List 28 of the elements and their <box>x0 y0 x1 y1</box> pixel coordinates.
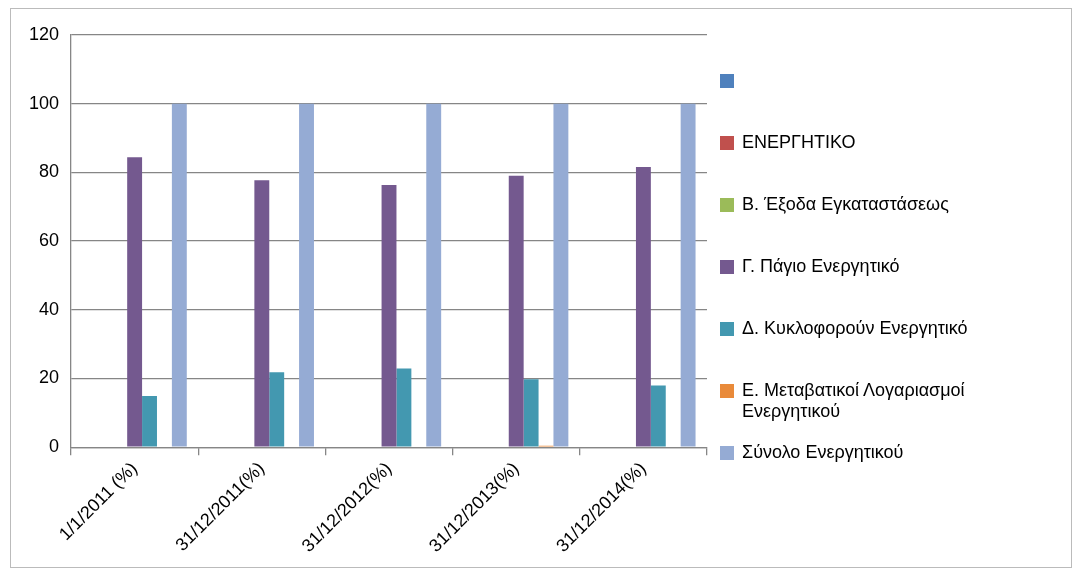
legend-label: Γ. Πάγιο Ενεργητικό <box>742 256 900 277</box>
bar <box>650 385 666 447</box>
legend-label: Σύνολο Ενεργητικού <box>742 442 904 463</box>
bar <box>381 185 397 447</box>
bar <box>680 103 696 447</box>
y-tick-label: 60 <box>39 230 60 251</box>
legend-label: ΕΝΕΡΓΗΤΙΚΟ <box>742 132 856 153</box>
y-tick-label: 0 <box>49 436 60 457</box>
y-tick-label: 120 <box>28 23 60 44</box>
y-tick-label: 100 <box>28 92 60 113</box>
bar <box>426 103 442 447</box>
legend-label: Β. Έξοδα Εγκαταστάσεως <box>742 194 949 215</box>
bar <box>142 396 157 447</box>
bar <box>553 103 569 447</box>
bar <box>269 372 285 447</box>
bar <box>127 157 143 447</box>
bar <box>396 368 412 447</box>
bar <box>171 103 187 447</box>
bar <box>299 103 314 447</box>
bar <box>523 379 539 447</box>
bar <box>254 180 270 447</box>
legend-label: Ε. Μεταβατικοί Λογαριασμοί Ενεργητικού <box>742 380 966 422</box>
bar <box>508 175 524 447</box>
bar <box>635 166 651 447</box>
y-tick-label: 80 <box>39 161 60 182</box>
y-tick-label: 20 <box>39 367 60 388</box>
y-tick-label: 40 <box>39 298 60 319</box>
legend-label: Δ. Κυκλοφορούν Ενεργητικό <box>742 318 968 339</box>
